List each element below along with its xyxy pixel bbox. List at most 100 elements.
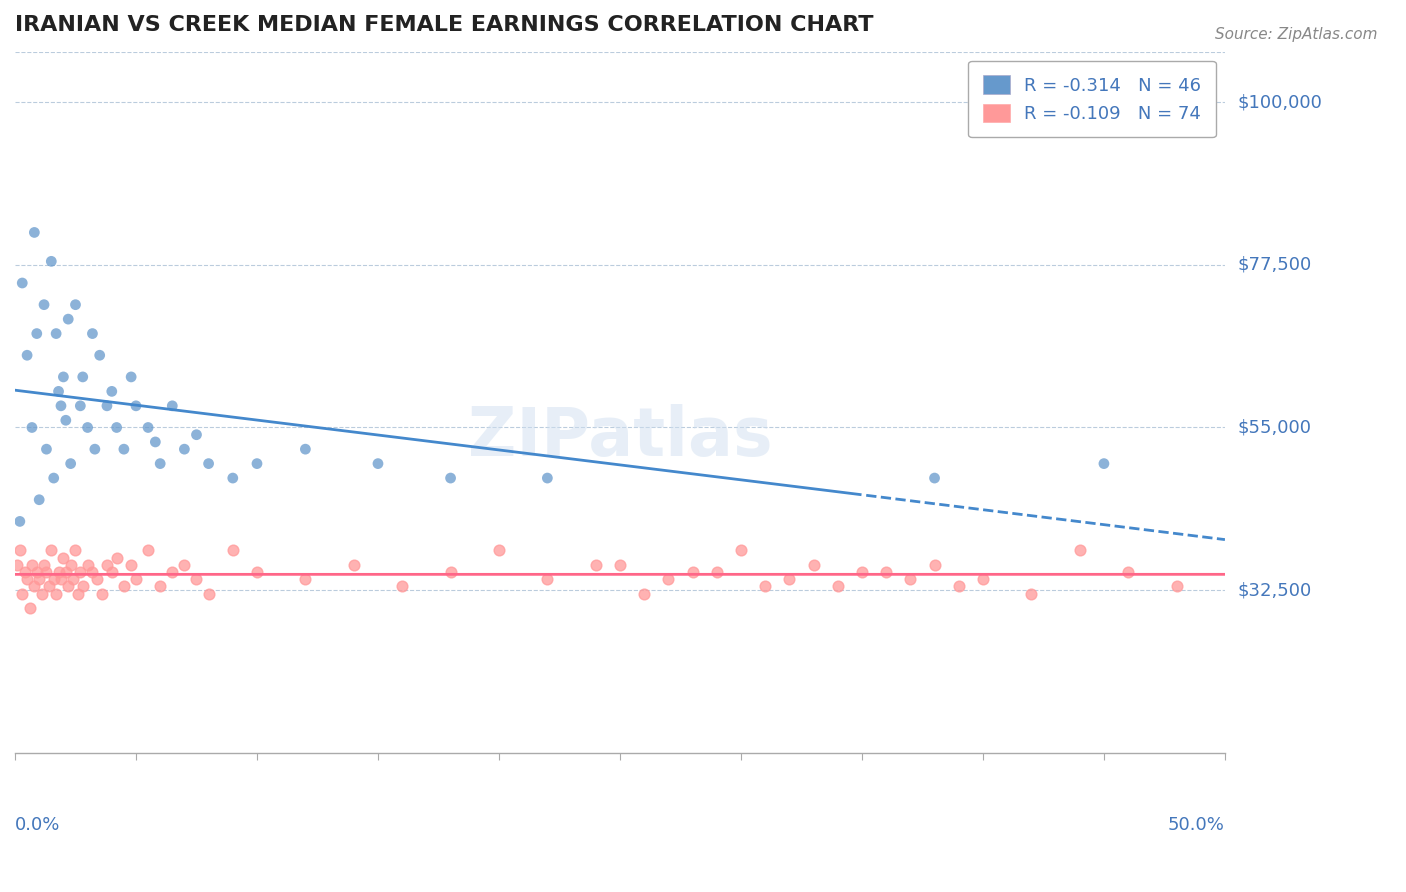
Point <box>186 572 208 586</box>
Point <box>143 434 166 449</box>
Point <box>42 471 65 485</box>
Point <box>11 276 34 290</box>
Point <box>28 492 51 507</box>
Point <box>55 413 77 427</box>
Point <box>96 558 118 572</box>
Point <box>72 579 94 593</box>
Point <box>633 587 655 601</box>
Point <box>49 399 72 413</box>
Point <box>11 587 34 601</box>
Point <box>101 565 124 579</box>
Point <box>948 579 970 593</box>
Point <box>39 543 62 558</box>
Point <box>149 579 172 593</box>
Point <box>59 558 82 572</box>
Point <box>89 348 111 362</box>
Point <box>96 399 118 413</box>
Point <box>730 543 752 558</box>
Text: Source: ZipAtlas.com: Source: ZipAtlas.com <box>1215 27 1378 42</box>
Point <box>173 558 195 572</box>
Point <box>21 420 44 434</box>
Point <box>112 442 135 457</box>
Point <box>35 442 58 457</box>
Point <box>58 579 80 593</box>
Point <box>8 543 31 558</box>
Point <box>162 565 184 579</box>
Point <box>91 587 114 601</box>
Point <box>851 565 873 579</box>
Point <box>76 558 98 572</box>
Point <box>657 572 679 586</box>
Point <box>1116 565 1139 579</box>
Point <box>222 471 245 485</box>
Point <box>162 399 184 413</box>
Point <box>439 565 461 579</box>
Text: $55,000: $55,000 <box>1237 418 1310 436</box>
Point <box>1069 543 1091 558</box>
Point <box>58 312 80 326</box>
Point <box>1021 587 1043 601</box>
Point <box>105 550 128 565</box>
Point <box>1092 457 1115 471</box>
Point <box>173 442 195 457</box>
Point <box>8 515 31 529</box>
Point <box>38 579 60 593</box>
Point <box>82 565 104 579</box>
Point <box>28 572 51 586</box>
Point <box>294 442 316 457</box>
Text: IRANIAN VS CREEK MEDIAN FEMALE EARNINGS CORRELATION CHART: IRANIAN VS CREEK MEDIAN FEMALE EARNINGS … <box>15 15 873 35</box>
Point <box>48 565 70 579</box>
Point <box>120 370 142 384</box>
Point <box>367 457 389 471</box>
Point <box>52 550 75 565</box>
Point <box>32 298 55 312</box>
Point <box>125 399 148 413</box>
Text: 50.0%: 50.0% <box>1168 815 1225 834</box>
Point <box>972 572 994 586</box>
Point <box>136 420 159 434</box>
Point <box>682 565 704 579</box>
Point <box>65 543 87 558</box>
Point <box>59 457 82 471</box>
Text: $32,500: $32,500 <box>1237 581 1312 599</box>
Text: 0.0%: 0.0% <box>15 815 60 834</box>
Point <box>14 565 37 579</box>
Point <box>1166 579 1188 593</box>
Point <box>197 457 219 471</box>
Point <box>875 565 897 579</box>
Point <box>827 579 849 593</box>
Point <box>439 471 461 485</box>
Point <box>69 565 91 579</box>
Point <box>536 572 558 586</box>
Point <box>69 399 91 413</box>
Point <box>101 384 124 399</box>
Point <box>898 572 921 586</box>
Point <box>22 226 45 240</box>
Point <box>391 579 413 593</box>
Point <box>343 558 366 572</box>
Point <box>186 427 208 442</box>
Point <box>125 572 148 586</box>
Point <box>66 587 89 601</box>
Text: ZIPatlas: ZIPatlas <box>468 404 772 470</box>
Point <box>25 326 48 341</box>
Point <box>45 326 67 341</box>
Point <box>120 558 142 572</box>
Point <box>76 420 98 434</box>
Point <box>112 579 135 593</box>
Point <box>49 572 72 586</box>
Point <box>15 348 38 362</box>
Point <box>149 457 172 471</box>
Point <box>585 558 607 572</box>
Point <box>536 471 558 485</box>
Point <box>82 326 104 341</box>
Point <box>105 420 128 434</box>
Point <box>246 457 269 471</box>
Point <box>72 370 94 384</box>
Point <box>31 587 53 601</box>
Point <box>65 298 87 312</box>
Point <box>924 558 946 572</box>
Text: $100,000: $100,000 <box>1237 94 1322 112</box>
Point <box>83 442 105 457</box>
Point <box>488 543 510 558</box>
